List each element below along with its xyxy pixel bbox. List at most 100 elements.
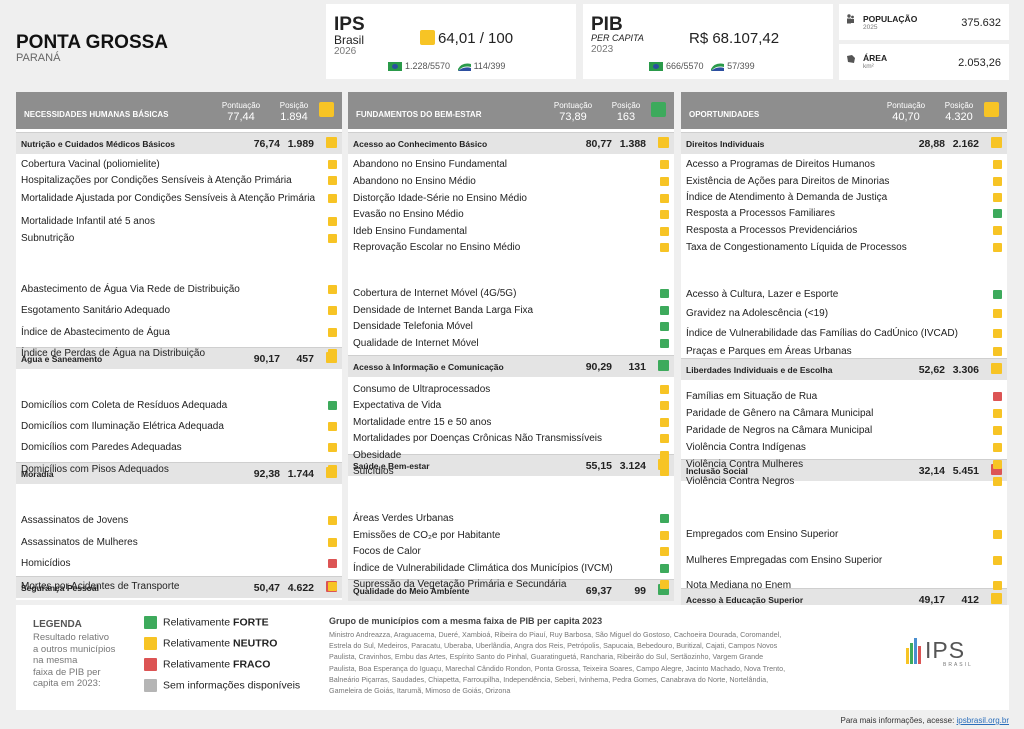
ips-year: 2026	[334, 46, 357, 57]
pib-year: 2023	[591, 44, 614, 55]
group-title: Grupo de municípios com a mesma faixa de…	[329, 616, 603, 626]
area-icon	[847, 55, 855, 63]
legend-item: Relativamente FRACO	[144, 658, 270, 671]
indicator-row: Abastecimento de Água Via Rede de Distri…	[21, 284, 337, 295]
indicator-name: Suicídios	[353, 466, 394, 477]
component-name: Água e Saneamento	[21, 354, 103, 364]
indicator-row: Mortalidade Ajustada por Condições Sensí…	[21, 193, 337, 204]
indicator-name: Domicílios com Iluminação Elétrica Adequ…	[21, 421, 224, 432]
indicator-row: Reprovação Escolar no Ensino Médio	[353, 242, 669, 253]
dimension-status-square	[319, 102, 334, 117]
dimension-position: 1.894	[280, 111, 308, 123]
indicator-row: Mortalidades por Doenças Crônicas Não Tr…	[353, 433, 669, 444]
dimension-column: OPORTUNIDADES Pontuação Posição 40,70 4.320 D…	[681, 92, 1007, 610]
indicator-row: Empregados com Ensino Superior	[686, 529, 1002, 540]
indicator-status-square	[993, 309, 1002, 318]
indicator-name: Existência de Ações para Direitos de Min…	[686, 176, 890, 187]
indicator-status-square	[328, 582, 337, 591]
indicator-row: Resposta a Processos Familiares	[686, 208, 1002, 219]
legend-swatch	[144, 658, 157, 671]
indicator-row: Mortalidade entre 15 e 50 anos	[353, 417, 669, 428]
indicator-status-square	[993, 226, 1002, 235]
component-status-square	[658, 584, 669, 595]
score-label: Pontuação	[886, 101, 926, 110]
indicator-status-square	[660, 194, 669, 203]
component-position: 99	[634, 585, 646, 597]
indicator-row: Nota Mediana no Enem	[686, 580, 1002, 591]
component-status-square	[991, 464, 1002, 475]
indicator-name: Paridade de Negros na Câmara Municipal	[686, 425, 873, 436]
indicator-status-square	[660, 322, 669, 331]
indicator-name: Gravidez na Adolescência (<19)	[686, 308, 829, 319]
indicator-row: Famílias em Situação de Rua	[686, 391, 1002, 402]
component-score: 52,62	[918, 364, 945, 376]
component-score: 80,77	[585, 138, 612, 150]
population-year: 2025	[863, 24, 878, 31]
group-line: Paulista, Cravinhos, Embu das Artes, Esp…	[329, 652, 764, 662]
component-position: 1.989	[287, 138, 314, 150]
legend-swatch	[144, 616, 157, 629]
footer-link[interactable]: ipsbrasil.org.br	[956, 716, 1009, 725]
component-name: Acesso à Educação Superior	[686, 595, 804, 605]
legend-label-bold: FRACO	[233, 658, 271, 671]
ips-label: IPS	[334, 14, 365, 35]
legend-item: Relativamente NEUTRO	[144, 637, 277, 650]
indicator-status-square	[993, 581, 1002, 590]
indicator-name: Violência Contra Indígenas	[686, 442, 806, 453]
indicator-name: Obesidade	[353, 450, 402, 461]
indicator-row: Focos de Calor	[353, 546, 669, 557]
legend-label: Relativamente	[163, 616, 234, 629]
indicator-status-square	[993, 209, 1002, 218]
indicator-row: Suicídios	[353, 466, 669, 477]
indicator-row: Supressão da Vegetação Primária e Secund…	[353, 579, 669, 590]
indicator-row: Domicílios com Coleta de Resíduos Adequa…	[21, 400, 337, 411]
indicator-status-square	[993, 160, 1002, 169]
indicator-status-square	[328, 176, 337, 185]
component-position: 1.388	[619, 138, 646, 150]
indicator-row: Abandono no Ensino Médio	[353, 176, 669, 187]
indicator-name: Expectativa de Vida	[353, 400, 442, 411]
indicator-name: Domicílios com Coleta de Resíduos Adequa…	[21, 400, 228, 411]
score-label: Pontuação	[553, 101, 593, 110]
component-score: 76,74	[253, 138, 280, 150]
indicator-status-square	[993, 477, 1002, 486]
component-score: 90,29	[585, 361, 612, 373]
group-line: Paulista, Boa Esperança do Iguaçu, Marec…	[329, 663, 786, 673]
indicator-status-square	[660, 418, 669, 427]
indicator-name: Emissões de CO₂e por Habitante	[353, 530, 501, 541]
dimension-score: 40,70	[892, 111, 920, 123]
indicator-row: Densidade Telefonia Móvel	[353, 321, 669, 332]
legend-label: Relativamente	[163, 637, 234, 650]
brazil-flag-icon	[388, 62, 402, 72]
indicator-row: Mulheres Empregadas com Ensino Superior	[686, 555, 1002, 566]
component-header: Acesso à Informação e Comunicação 90,29 13…	[348, 355, 674, 377]
indicator-status-square	[660, 339, 669, 348]
footer-text: Para mais informações, acesse:	[840, 716, 957, 725]
indicator-name: Áreas Verdes Urbanas	[353, 513, 454, 524]
indicator-name: Hospitalizações por Condições Sensíveis …	[21, 175, 292, 186]
indicator-status-square	[328, 422, 337, 431]
indicator-name: Evasão no Ensino Médio	[353, 209, 464, 220]
indicator-name: Domicílios com Paredes Adequadas	[21, 442, 182, 453]
indicator-name: Assassinatos de Mulheres	[21, 537, 138, 548]
indicator-row: Ideb Ensino Fundamental	[353, 226, 669, 237]
indicator-status-square	[993, 409, 1002, 418]
group-line: Balneário Piçarras, Saudades, Chiapetta,…	[329, 674, 769, 684]
score-label: Pontuação	[221, 101, 261, 110]
indicator-status-square	[660, 467, 669, 476]
indicator-status-square	[660, 243, 669, 252]
indicator-name: Abastecimento de Água Via Rede de Distri…	[21, 284, 240, 295]
pib-value: R$ 68.107,42	[689, 30, 780, 47]
indicator-status-square	[328, 234, 337, 243]
indicator-status-square	[328, 306, 337, 315]
indicator-row: Índice de Perdas de Água na Distribuição	[21, 348, 337, 359]
indicator-name: Cobertura Vacinal (poliomielite)	[21, 159, 160, 170]
indicator-name: Acesso à Cultura, Lazer e Esporte	[686, 289, 839, 300]
indicator-name: Assassinatos de Jovens	[21, 515, 129, 526]
indicator-row: Consumo de Ultraprocessados	[353, 384, 669, 395]
indicator-row: Esgotamento Sanitário Adequado	[21, 305, 337, 316]
indicator-row: Violência Contra Mulheres	[686, 459, 1002, 470]
indicator-status-square	[993, 243, 1002, 252]
indicator-row: Acesso à Cultura, Lazer e Esporte	[686, 289, 1002, 300]
component-header: Saúde e Bem-estar 55,15 3.124	[348, 454, 674, 476]
